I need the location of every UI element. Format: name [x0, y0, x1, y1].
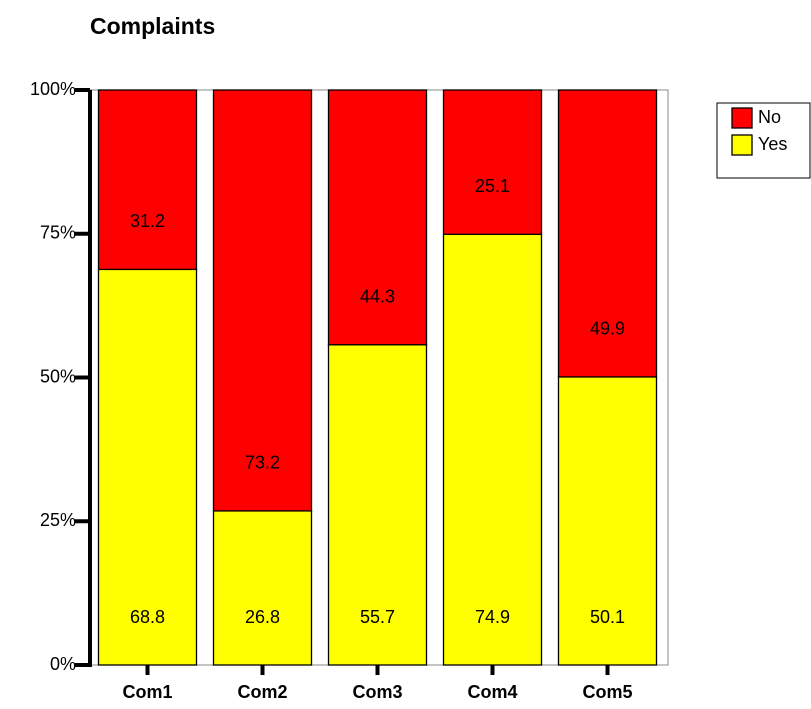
y-tick-label: 100% — [30, 79, 76, 99]
data-label: 50.1 — [590, 607, 625, 627]
x-tick-label: Com4 — [467, 682, 517, 702]
bar-segment — [442, 233, 543, 666]
x-tick-label: Com5 — [582, 682, 632, 702]
legend-label: Yes — [758, 134, 787, 154]
data-label: 55.7 — [360, 607, 395, 627]
bar-segment — [212, 510, 313, 666]
bar-segment — [97, 268, 198, 666]
data-label: 31.2 — [130, 211, 165, 231]
data-label: 49.9 — [590, 319, 625, 339]
bar-segment — [327, 89, 428, 346]
y-tick-label: 25% — [40, 510, 76, 530]
y-tick-label: 0% — [50, 654, 76, 674]
legend-swatch — [731, 134, 753, 156]
y-tick-label: 75% — [40, 223, 76, 243]
legend-swatch — [731, 107, 753, 129]
legend-label: No — [758, 107, 781, 127]
data-label: 68.8 — [130, 607, 165, 627]
chart-title: Complaints — [90, 13, 215, 39]
bar-segment — [557, 89, 658, 378]
bar-segment — [442, 89, 543, 235]
y-tick-label: 50% — [40, 366, 76, 386]
x-tick-label: Com3 — [352, 682, 402, 702]
bar-segment — [212, 89, 313, 512]
data-label: 74.9 — [475, 607, 510, 627]
x-tick-label: Com1 — [122, 682, 172, 702]
data-label: 25.1 — [475, 176, 510, 196]
bar-segment — [97, 89, 198, 271]
x-tick-label: Com2 — [237, 682, 287, 702]
data-label: 26.8 — [245, 607, 280, 627]
data-label: 44.3 — [360, 286, 395, 306]
data-label: 73.2 — [245, 453, 280, 473]
bar-segment — [327, 344, 428, 666]
